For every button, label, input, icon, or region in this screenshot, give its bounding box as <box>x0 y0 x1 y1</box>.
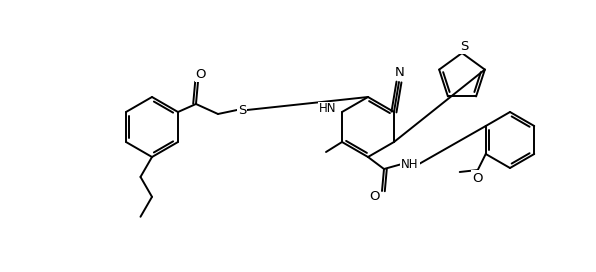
Text: NH: NH <box>401 157 419 171</box>
Text: S: S <box>460 39 468 52</box>
Text: O: O <box>473 172 483 184</box>
Text: O: O <box>369 190 379 202</box>
Text: N: N <box>395 66 405 79</box>
Text: HN: HN <box>319 103 337 116</box>
Text: S: S <box>238 104 246 116</box>
Text: O: O <box>195 67 206 81</box>
